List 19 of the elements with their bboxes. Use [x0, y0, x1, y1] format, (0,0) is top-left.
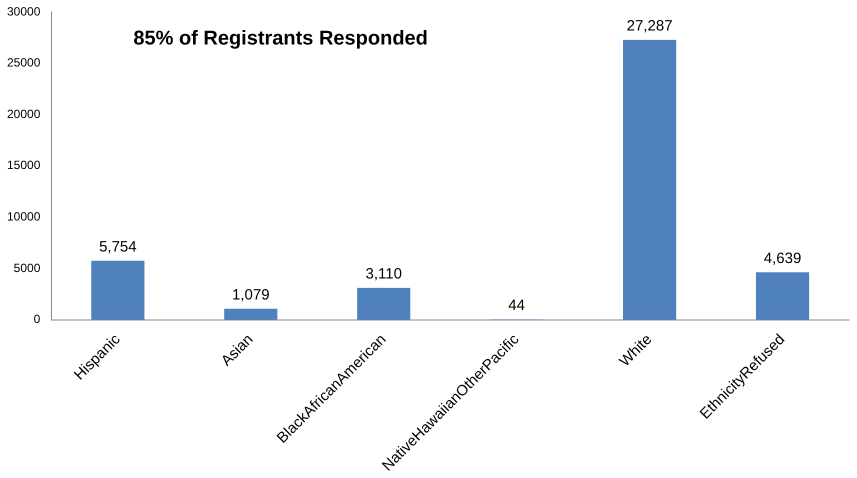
data-label: 4,639: [764, 250, 802, 267]
bar: [224, 308, 278, 320]
bar: [623, 40, 676, 320]
y-tick-label: 15000: [6, 158, 41, 172]
data-label: 27,287: [626, 17, 673, 34]
bar: [756, 272, 810, 320]
data-label: 1,079: [232, 286, 270, 304]
text: 85% of Registrants Responded: [133, 28, 428, 50]
bar: [357, 288, 410, 320]
data-label: 44: [508, 297, 525, 314]
data-label: 3,110: [365, 266, 402, 283]
data-label: 5,754: [99, 238, 137, 256]
y-tick-label: 25000: [6, 56, 41, 70]
y-tick-label: 30000: [6, 4, 41, 18]
y-tick-label: 0: [34, 312, 41, 326]
y-tick-label: 10000: [6, 210, 41, 224]
y-tick-label: 20000: [6, 106, 41, 121]
bar: [91, 260, 144, 320]
y-tick-label: 5000: [14, 260, 41, 275]
